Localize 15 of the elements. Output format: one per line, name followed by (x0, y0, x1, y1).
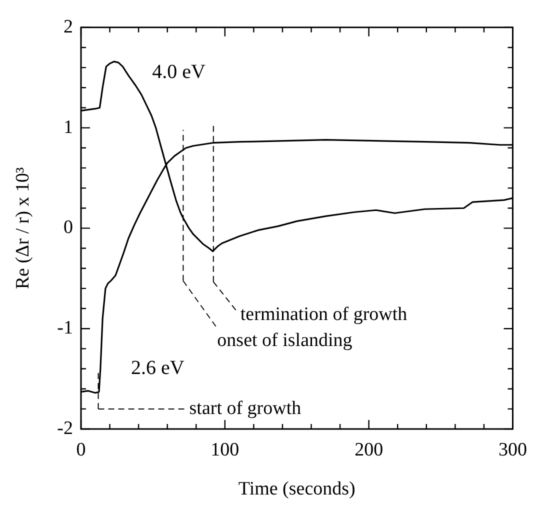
y-tick-label: 1 (64, 116, 73, 138)
ref-line-label: start of growth (189, 398, 302, 420)
y-axis-title: Re (Δr / r) x 10³ (12, 166, 34, 290)
x-tick-label: 100 (210, 439, 240, 460)
y-tick-label: -2 (57, 418, 73, 439)
y-tick-label: 0 (64, 217, 73, 238)
y-tick-label: 2 (64, 16, 73, 38)
y-tick-label: -1 (57, 318, 73, 339)
x-axis-title: Time (seconds) (238, 478, 356, 500)
series-label: 4.0 eV (152, 60, 206, 83)
x-tick-label: 200 (354, 439, 384, 460)
legend-label: onset of islanding (217, 330, 353, 351)
x-tick-label: 300 (498, 439, 527, 460)
series-label: 2.6 eV (131, 357, 185, 380)
ref-line-label: termination of growth (240, 304, 408, 325)
